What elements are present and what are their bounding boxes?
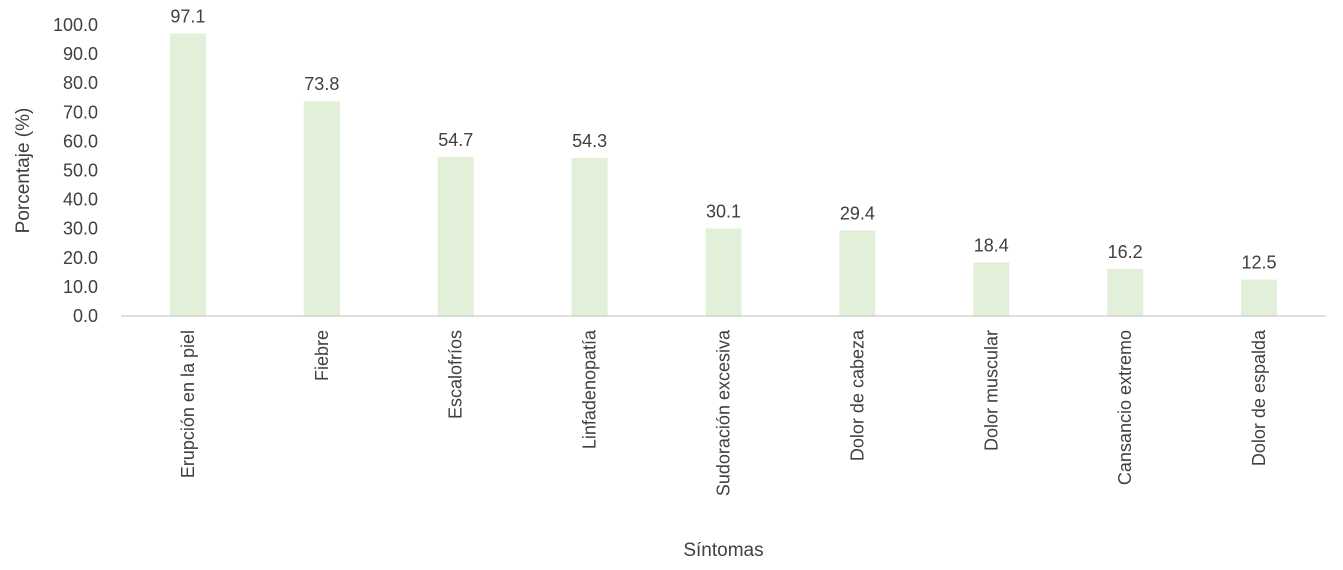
- y-tick-label: 20.0: [63, 248, 98, 268]
- y-axis-ticks: 0.0 10.0 20.0 30.0 40.0 50.0 60.0 70.0 80.0 90.0 1…: [53, 15, 98, 326]
- bar: [1241, 279, 1278, 316]
- bar: [169, 33, 206, 317]
- x-tick-label: Dolor de cabeza: [847, 329, 867, 461]
- x-axis-tick-labels: Erupción en la piel Fiebre Escalofríos Linf…: [178, 329, 1269, 496]
- x-tick-label: Cansancio extremo: [1115, 330, 1135, 485]
- x-tick-label: Fiebre: [312, 330, 332, 381]
- data-label: 30.1: [706, 201, 741, 221]
- bar: [571, 157, 608, 316]
- bar: [973, 262, 1010, 316]
- data-label: 73.8: [304, 74, 339, 94]
- bar: [839, 230, 876, 316]
- data-label: 16.2: [1108, 242, 1143, 262]
- bar: [1107, 268, 1144, 316]
- data-label: 12.5: [1242, 253, 1277, 273]
- x-tick-label: Escalofríos: [446, 330, 466, 419]
- bars: [169, 33, 1278, 317]
- bar: [303, 101, 340, 316]
- x-axis-title: Síntomas: [683, 540, 763, 561]
- y-tick-label: 70.0: [63, 102, 98, 122]
- y-axis-title: Porcentaje (%): [13, 108, 34, 234]
- y-tick-label: 10.0: [63, 277, 98, 297]
- x-tick-label: Linfadenopatía: [580, 329, 600, 449]
- data-label: 54.7: [438, 130, 473, 150]
- data-label: 18.4: [974, 235, 1009, 255]
- y-tick-label: 80.0: [63, 73, 98, 93]
- bar: [437, 156, 474, 316]
- y-tick-label: 90.0: [63, 44, 98, 64]
- bar: [705, 228, 742, 316]
- data-label: 54.3: [572, 131, 607, 151]
- data-label: 97.1: [170, 6, 205, 26]
- y-tick-label: 50.0: [63, 161, 98, 181]
- y-tick-label: 30.0: [63, 219, 98, 239]
- y-tick-label: 100.0: [53, 15, 98, 35]
- x-tick-label: Sudoración excesiva: [714, 329, 734, 496]
- x-tick-label: Dolor de espalda: [1249, 329, 1269, 466]
- y-tick-label: 0.0: [73, 306, 98, 326]
- x-tick-label: Erupción en la piel: [178, 330, 198, 478]
- y-tick-label: 40.0: [63, 190, 98, 210]
- data-labels: 97.1 73.8 54.7 54.3 30.1 29.4 18.4 16.2 12.5: [170, 6, 1276, 272]
- data-label: 29.4: [840, 203, 875, 223]
- x-tick-label: Dolor muscular: [981, 330, 1001, 451]
- y-tick-label: 60.0: [63, 131, 98, 151]
